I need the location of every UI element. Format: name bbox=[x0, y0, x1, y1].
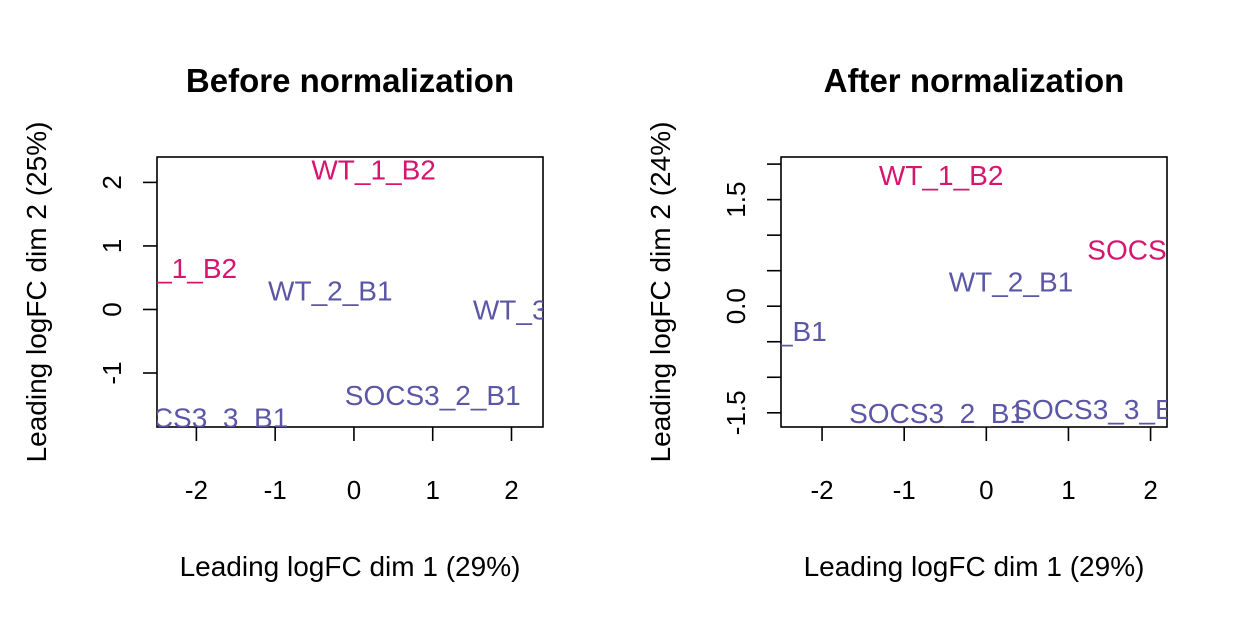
x-axis: -2 -1 0 1 2 bbox=[811, 427, 1158, 505]
sample-label-point: SOCS3_1_B2 bbox=[61, 253, 237, 284]
sample-label-point: WT_2_B1 bbox=[949, 266, 1074, 297]
y-tick-label: 1.5 bbox=[721, 182, 751, 218]
point-labels: WT_1_B2 SOCS3_1_B2 WT_2_B1 WT_3_B1 SOCS3_2_B… bbox=[61, 155, 598, 433]
plot-frame bbox=[156, 156, 544, 428]
panel-after-normalization: After normalization -2 -1 0 1 2 -1.5 0.0 1.5 W… bbox=[645, 62, 1248, 582]
x-tick-label: -2 bbox=[811, 475, 834, 505]
x-tick-label: -2 bbox=[185, 475, 208, 505]
panel-before-normalization: Before normalization -2 -1 0 1 2 -1 0 1 2 WT_1_… bbox=[21, 62, 598, 582]
x-tick-label: 0 bbox=[979, 475, 993, 505]
sample-label-point: WT_1_B2 bbox=[311, 155, 436, 186]
x-tick-label: 1 bbox=[425, 475, 439, 505]
x-tick-label: 1 bbox=[1061, 475, 1075, 505]
y-tick-label: -1 bbox=[97, 361, 127, 384]
sample-label-point: WT_3_B1 bbox=[473, 294, 598, 325]
y-tick-label: 2 bbox=[97, 175, 127, 189]
y-tick-label: 0 bbox=[97, 302, 127, 316]
panel-title: After normalization bbox=[824, 62, 1125, 99]
sample-label-point: SOCS3_2_B1 bbox=[345, 380, 521, 411]
x-tick-label: 2 bbox=[504, 475, 518, 505]
y-tick-label: 1 bbox=[97, 239, 127, 253]
y-tick-label: 0.0 bbox=[721, 288, 751, 324]
y-axis-label: Leading logFC dim 2 (25%) bbox=[21, 122, 52, 463]
x-axis-label: Leading logFC dim 1 (29%) bbox=[804, 551, 1145, 582]
x-axis: -2 -1 0 1 2 bbox=[185, 427, 519, 505]
y-axis: -1.5 0.0 1.5 bbox=[721, 163, 781, 435]
sample-label-point: SOCS3_2_B1 bbox=[849, 398, 1025, 429]
x-axis-label: Leading logFC dim 1 (29%) bbox=[180, 551, 521, 582]
x-tick-label: 0 bbox=[347, 475, 361, 505]
x-tick-label: 2 bbox=[1143, 475, 1157, 505]
point-labels: WT_1_B2 SOCS3_1_B2 WT_2_B1 WT_3_B1 SOCS3_2_B… bbox=[702, 160, 1248, 429]
sample-label-point: SOCS3_1_B2 bbox=[1087, 234, 1248, 265]
x-tick-label: -1 bbox=[893, 475, 916, 505]
x-tick-label: -1 bbox=[264, 475, 287, 505]
panel-title: Before normalization bbox=[186, 62, 514, 99]
sample-label-point: WT_2_B1 bbox=[268, 275, 393, 306]
sample-label-point: WT_3_B1 bbox=[702, 316, 827, 347]
y-axis-label: Leading logFC dim 2 (24%) bbox=[645, 122, 676, 463]
y-tick-label: -1.5 bbox=[721, 390, 751, 435]
sample-label-point: SOCS3_3_B1 bbox=[1013, 394, 1189, 425]
sample-label-point: WT_1_B2 bbox=[879, 160, 1004, 191]
y-axis: -1 0 1 2 bbox=[97, 175, 157, 385]
sample-label-point: SOCS3_3_B1 bbox=[112, 402, 288, 433]
plot-frame bbox=[780, 156, 1168, 428]
